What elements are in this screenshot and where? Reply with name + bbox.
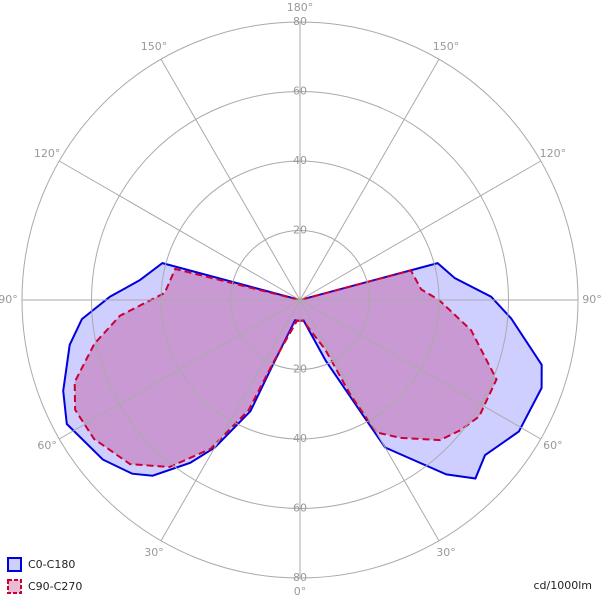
angle-tick-label: 120° xyxy=(34,147,61,160)
unit-label: cd/1000lm xyxy=(533,579,592,592)
legend-swatch xyxy=(7,557,22,572)
grid-spoke xyxy=(299,160,542,301)
angle-tick-label: 60° xyxy=(543,439,563,452)
angle-tick-label: 90° xyxy=(582,293,602,306)
grid-spoke xyxy=(58,299,301,440)
grid-spoke xyxy=(299,299,542,440)
grid-spoke xyxy=(58,160,301,301)
r-tick-label: 20 xyxy=(293,224,307,237)
grid-spoke xyxy=(160,299,301,542)
r-tick-label: 20 xyxy=(293,363,307,376)
r-tick-label: 80 xyxy=(293,15,307,28)
legend-swatch xyxy=(7,579,22,594)
grid-spoke xyxy=(299,299,440,542)
angle-tick-label: 150° xyxy=(141,40,168,53)
angle-tick-label: 120° xyxy=(540,147,567,160)
angle-tick-label: 0° xyxy=(294,585,307,598)
legend-label: C90-C270 xyxy=(28,580,82,593)
r-tick-label: 60 xyxy=(293,85,307,98)
angle-tick-label: 60° xyxy=(37,439,57,452)
angle-tick-label: 30° xyxy=(144,546,164,559)
r-tick-label: 60 xyxy=(293,502,307,515)
legend-label: C0-C180 xyxy=(28,558,75,571)
angle-tick-label: 180° xyxy=(287,1,314,14)
r-tick-label: 80 xyxy=(293,571,307,584)
angle-tick-label: 90° xyxy=(0,293,18,306)
grid-spoke xyxy=(299,58,440,301)
series-area xyxy=(73,267,498,469)
r-tick-label: 40 xyxy=(293,432,307,445)
grid-spoke xyxy=(160,58,301,301)
angle-tick-label: 30° xyxy=(436,546,456,559)
r-tick-label: 40 xyxy=(293,154,307,167)
angle-tick-label: 150° xyxy=(433,40,460,53)
series-area xyxy=(62,261,543,480)
